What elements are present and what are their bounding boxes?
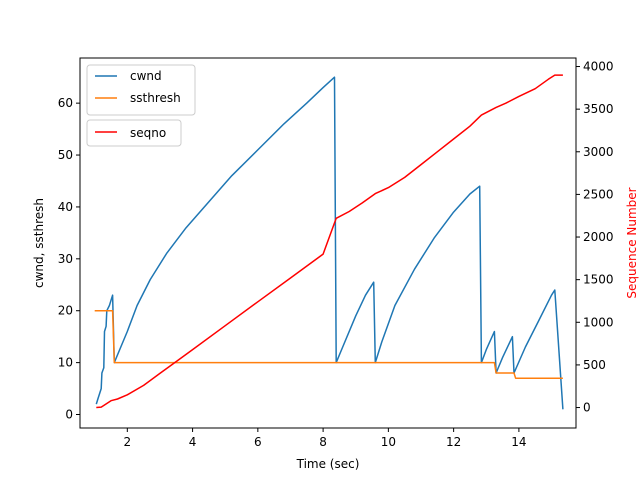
right-tick-label: 2000 (583, 230, 614, 244)
left-tick-label: 0 (65, 408, 73, 422)
x-tick-label: 6 (254, 435, 262, 449)
left-tick-label: 50 (58, 148, 73, 162)
left-axis-ticks: 0 10 20 30 40 50 60 (58, 96, 80, 422)
legend-left-box (86, 64, 196, 116)
legend-cwnd-label: cwnd (130, 69, 162, 83)
left-tick-label: 20 (58, 304, 73, 318)
x-tick-label: 2 (123, 435, 131, 449)
x-axis-ticks: 2 4 6 8 10 12 14 (123, 428, 527, 449)
right-tick-label: 1500 (583, 273, 614, 287)
left-tick-label: 40 (58, 200, 73, 214)
x-tick-label: 4 (189, 435, 197, 449)
series-line-seqno (96, 74, 563, 409)
plot-frame (79, 57, 577, 429)
left-axis-label: cwnd, ssthresh (32, 198, 46, 288)
x-tick-label: 8 (319, 435, 327, 449)
right-axis-ticks: 0 500 1000 1500 2000 2500 3000 3500 4000 (576, 60, 614, 415)
x-tick-label: 14 (511, 435, 526, 449)
right-tick-label: 0 (583, 401, 591, 415)
legend-right: seqno (86, 119, 182, 147)
plot-lines (94, 74, 564, 410)
right-tick-label: 2500 (583, 187, 614, 201)
left-tick-label: 30 (58, 252, 73, 266)
legend-right-box (86, 119, 182, 147)
x-tick-label: 10 (381, 435, 396, 449)
left-tick-label: 60 (58, 96, 73, 110)
x-tick-label: 12 (446, 435, 461, 449)
legend-ssthresh-label: ssthresh (130, 91, 181, 105)
left-tick-label: 10 (58, 356, 73, 370)
legend-seqno-label: seqno (130, 126, 166, 140)
x-axis-label: Time (sec) (296, 457, 360, 471)
right-tick-label: 3000 (583, 145, 614, 159)
right-tick-label: 1000 (583, 315, 614, 329)
right-axis-label: Sequence Number (625, 187, 639, 298)
right-tick-label: 500 (583, 358, 606, 372)
legend-left: cwnd ssthresh (86, 64, 196, 116)
right-tick-label: 3500 (583, 102, 614, 116)
series-line-ssthresh (94, 309, 563, 379)
right-tick-label: 4000 (583, 60, 614, 74)
